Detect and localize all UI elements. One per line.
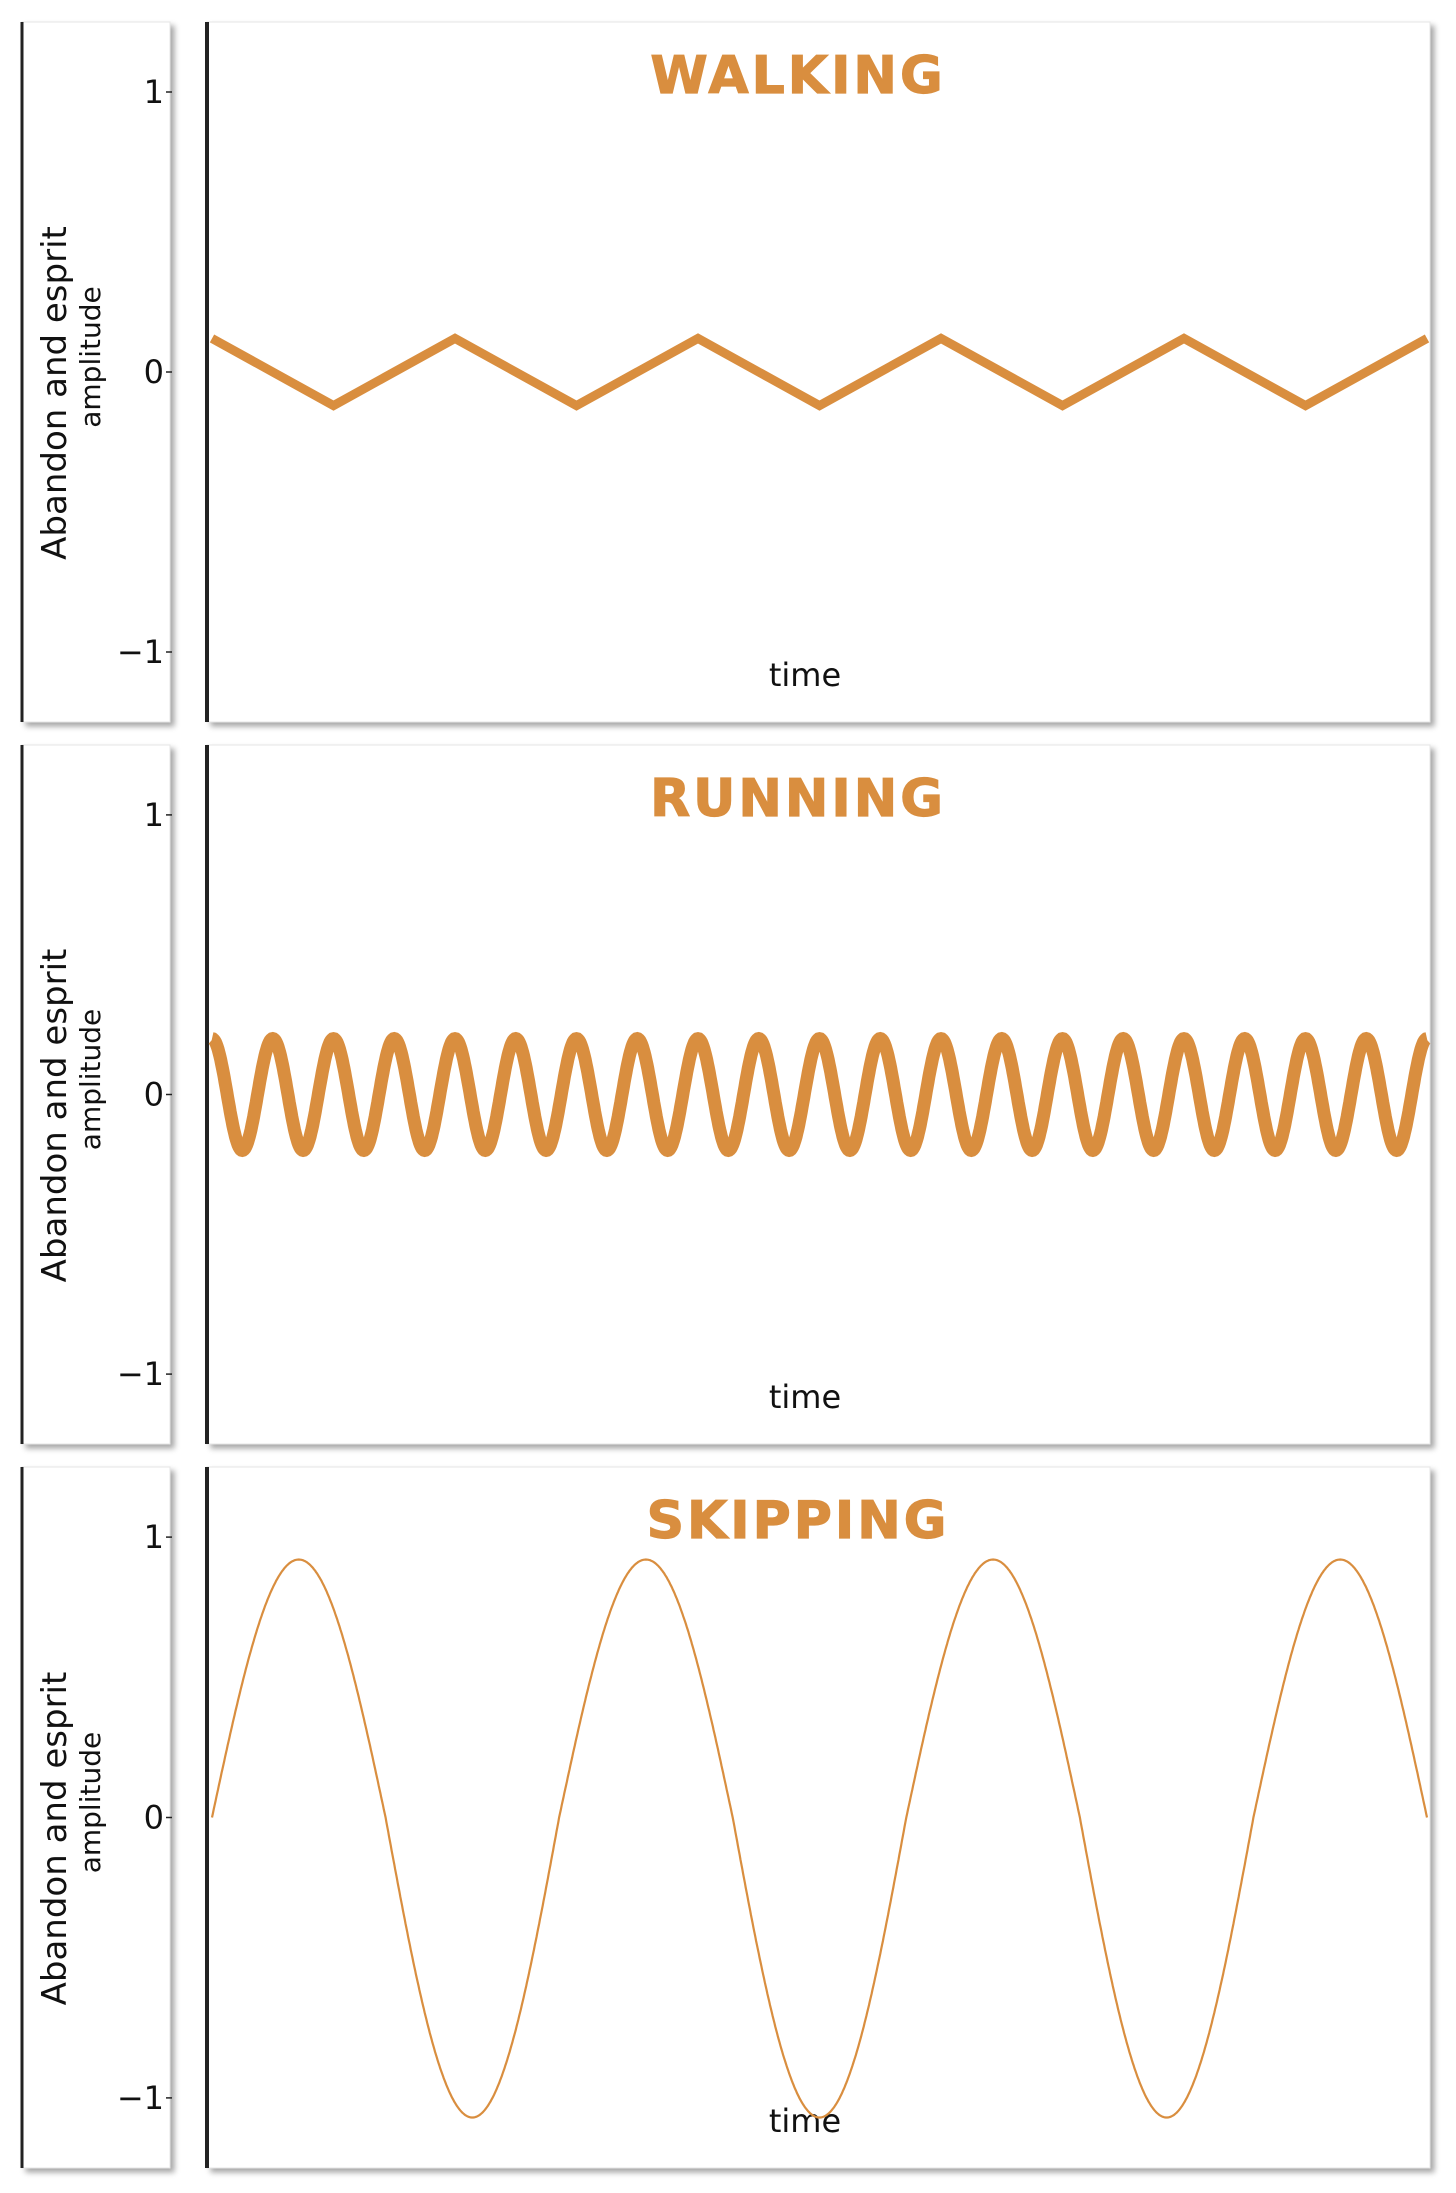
x-axis-label: time — [769, 656, 841, 694]
y-axis-label-line1: Abandon and esprit — [35, 1672, 75, 2006]
y-tick-label: 0 — [144, 353, 164, 391]
series-line — [209, 333, 1430, 411]
y-axis-label-line1: Abandon and esprit — [35, 226, 75, 560]
y-tick-label: 0 — [144, 1076, 164, 1114]
y-tick-label: −1 — [117, 2079, 164, 2117]
chart-panel-2: 1 0 −1 Abandon and esprit amplitude RUNNING ti… — [20, 744, 1431, 1445]
y-axis-panel — [21, 1466, 171, 2169]
y-tick-label: 1 — [144, 1518, 164, 1556]
y-axis-label-line2: amplitude — [74, 1009, 107, 1151]
series-line — [208, 1031, 1431, 1158]
plot-area — [206, 21, 1431, 723]
y-tick-label: 0 — [144, 1799, 164, 1837]
x-axis-label: time — [769, 1378, 841, 1416]
y-axis-label-line1: Abandon and esprit — [35, 949, 75, 1283]
chart-title: SKIPPING — [647, 1491, 950, 1551]
y-tick-label: −1 — [117, 1355, 164, 1393]
chart-title: RUNNING — [650, 769, 946, 829]
chart-panel-1: 1 0 −1 Abandon and esprit amplitude WALKING ti… — [20, 21, 1431, 723]
y-axis-label-line2: amplitude — [74, 1732, 107, 1874]
y-tick-label: 1 — [144, 73, 164, 111]
y-tick-label: 1 — [144, 796, 164, 834]
series-line — [210, 1558, 1429, 2119]
plot-area — [206, 744, 1431, 1445]
plot-area — [206, 1466, 1431, 2169]
y-axis-label-line2: amplitude — [74, 286, 107, 428]
y-tick-label: −1 — [117, 633, 164, 671]
chart-title: WALKING — [650, 46, 945, 106]
y-axis-panel — [21, 21, 171, 723]
y-axis-panel — [21, 744, 171, 1445]
